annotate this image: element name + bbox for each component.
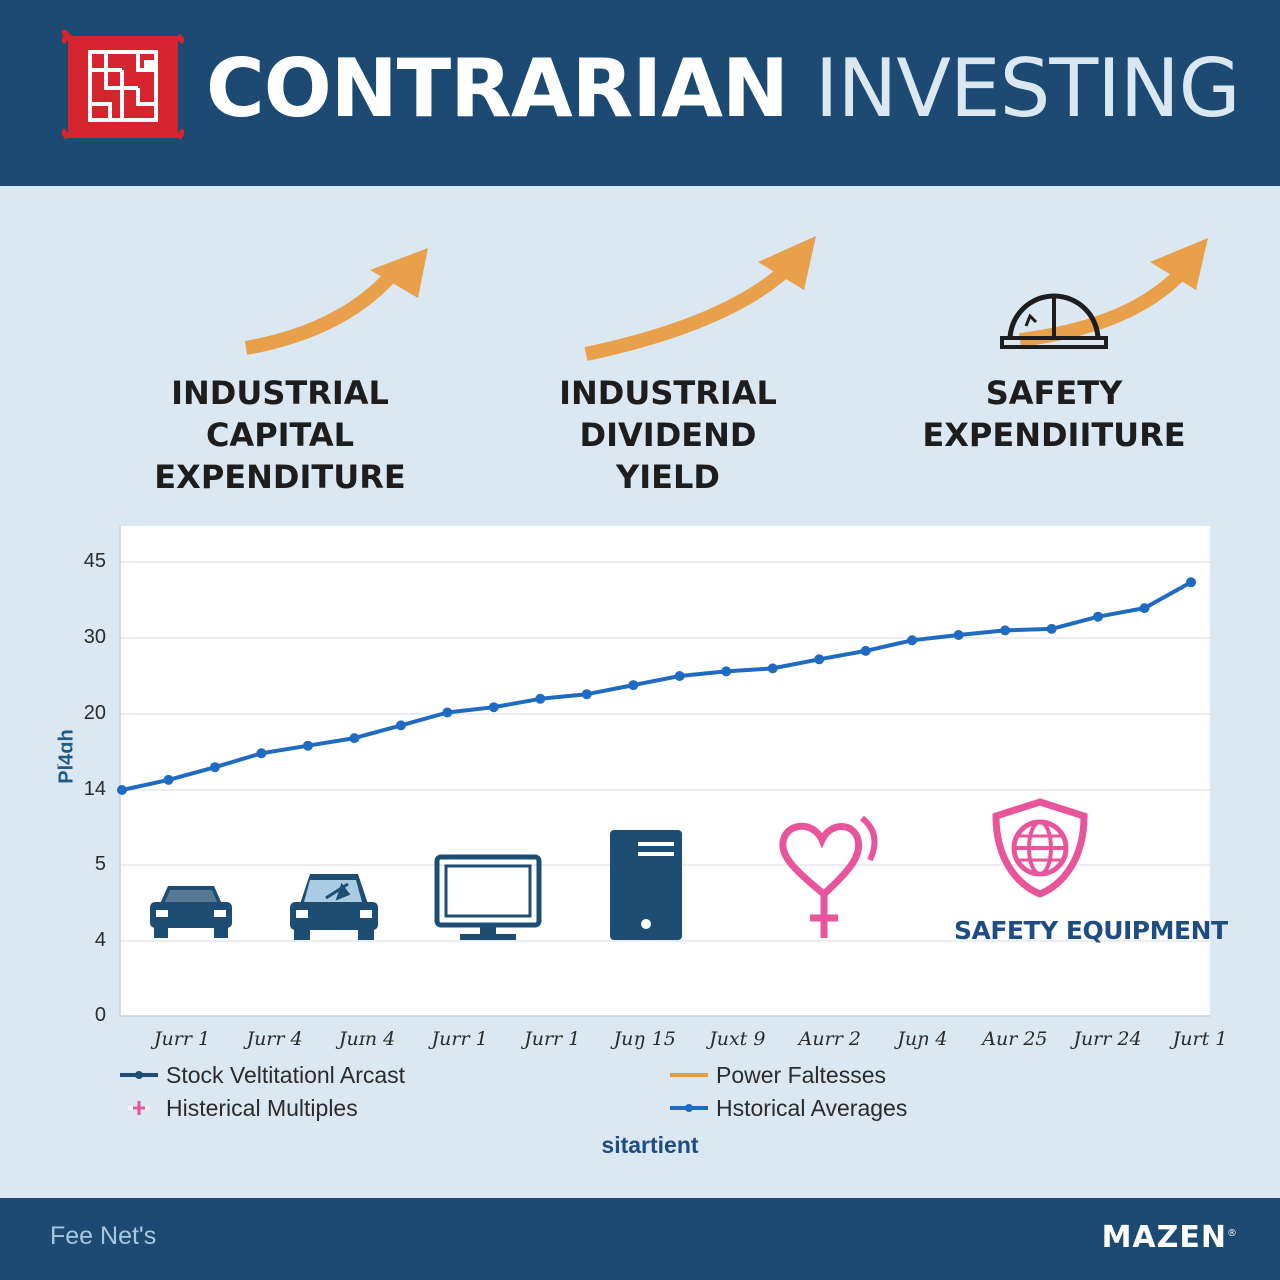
y-tick-label: 4 — [94, 929, 106, 951]
header-banner: CONTRARIAN INVESTING — [0, 0, 1280, 186]
title-part-investing: INVESTING — [814, 42, 1241, 135]
maze-stamp-icon — [62, 30, 184, 140]
callout-industrial-capital-expenditure: INDUSTRIAL CAPITAL EXPENDITURE — [130, 372, 430, 498]
legend-label: Power Faltesses — [716, 1061, 887, 1088]
brand-mark: ® — [1227, 1228, 1238, 1239]
hard-hat-icon — [1000, 293, 1108, 349]
brand-name: MAZEN — [1101, 1220, 1227, 1255]
car-icon — [150, 886, 232, 938]
y-tick-label: 5 — [94, 853, 106, 875]
y-tick-label: 20 — [83, 702, 106, 724]
x-tick-label: Juxt 9 — [709, 1028, 766, 1050]
x-tick-label: Aur 25 — [982, 1028, 1048, 1050]
x-tick-label: Juŋ 15 — [613, 1028, 676, 1050]
up-trend-arrow-icon — [584, 236, 816, 361]
legend-swatch — [120, 1071, 158, 1079]
callout-line: DIVIDEND — [579, 416, 757, 454]
monitor-icon — [434, 854, 542, 940]
x-tick-label: Jurr 1 — [153, 1028, 211, 1050]
x-axis-label: sitartient — [601, 1132, 699, 1158]
callout-line: EXPENDITURE — [154, 458, 406, 496]
legend-label: Stock Veltitationl Arcast — [166, 1061, 406, 1088]
legend-swatch — [670, 1073, 708, 1077]
y-tick-label: 0 — [94, 1004, 106, 1026]
page-title: CONTRARIAN INVESTING — [206, 34, 1241, 144]
car-windshield-icon — [290, 874, 378, 940]
heart-gender-icon — [779, 815, 878, 938]
y-tick-label: 30 — [83, 626, 106, 648]
legend-item-power-faltesses: Power Faltesses — [670, 1060, 886, 1090]
callout-line: SAFETY — [985, 374, 1123, 412]
callout-line: EXPENDIITURE — [922, 416, 1186, 454]
x-tick-label: Jurr 1 — [431, 1028, 488, 1050]
x-tick-label: Jurr 1 — [524, 1028, 581, 1050]
legend-item-historical-multiples: Histerical Multiples — [120, 1093, 358, 1123]
legend-item-stock-valuation: Stock Veltitationl Arcast — [120, 1060, 405, 1090]
footer-left-text: Fee Net's — [50, 1222, 157, 1250]
server-tower-icon — [610, 830, 682, 940]
y-axis-label: Plׂ4ɑh — [55, 729, 78, 784]
up-trend-arrow-icon — [244, 248, 428, 355]
callout-line: INDUSTRIAL — [171, 374, 389, 412]
callout-line: INDUSTRIAL — [559, 374, 777, 412]
shield-globe-icon — [992, 798, 1088, 898]
legend-swatch — [670, 1104, 708, 1112]
footer-banner: Fee Net's MAZEN® — [0, 1198, 1280, 1280]
callout-industrial-dividend-yield: INDUSTRIAL DIVIDEND YIELD — [518, 372, 818, 498]
legend-label: Hstorical Averages — [716, 1094, 908, 1121]
x-tick-label: Jurr 24 — [1073, 1028, 1142, 1050]
callout-safety-expenditure: SAFETY EXPENDIITURE — [904, 372, 1204, 456]
callout-line: YIELD — [616, 458, 720, 496]
y-tick-label: 14 — [83, 778, 106, 800]
legend-label: Histerical Multiples — [166, 1094, 358, 1121]
y-tick-label: 45 — [83, 550, 106, 572]
brand-logo: MAZEN® — [1102, 1220, 1238, 1255]
legend-item-historical-averages: Hstorical Averages — [670, 1093, 907, 1123]
x-tick-label: Juɪn 4 — [338, 1028, 396, 1050]
x-tick-label: Jurt 1 — [1172, 1028, 1228, 1050]
x-tick-label: Aurr 2 — [798, 1028, 861, 1050]
x-tick-label: Jurr 4 — [246, 1028, 303, 1050]
legend-swatch — [128, 1101, 150, 1115]
title-part-contrarian: CONTRARIAN — [206, 42, 789, 135]
x-tick-label: Juɲ 4 — [897, 1028, 948, 1050]
callout-line: CAPITAL — [205, 416, 355, 454]
safety-equipment-label: SAFETY EQUIPMENT — [954, 916, 1228, 945]
